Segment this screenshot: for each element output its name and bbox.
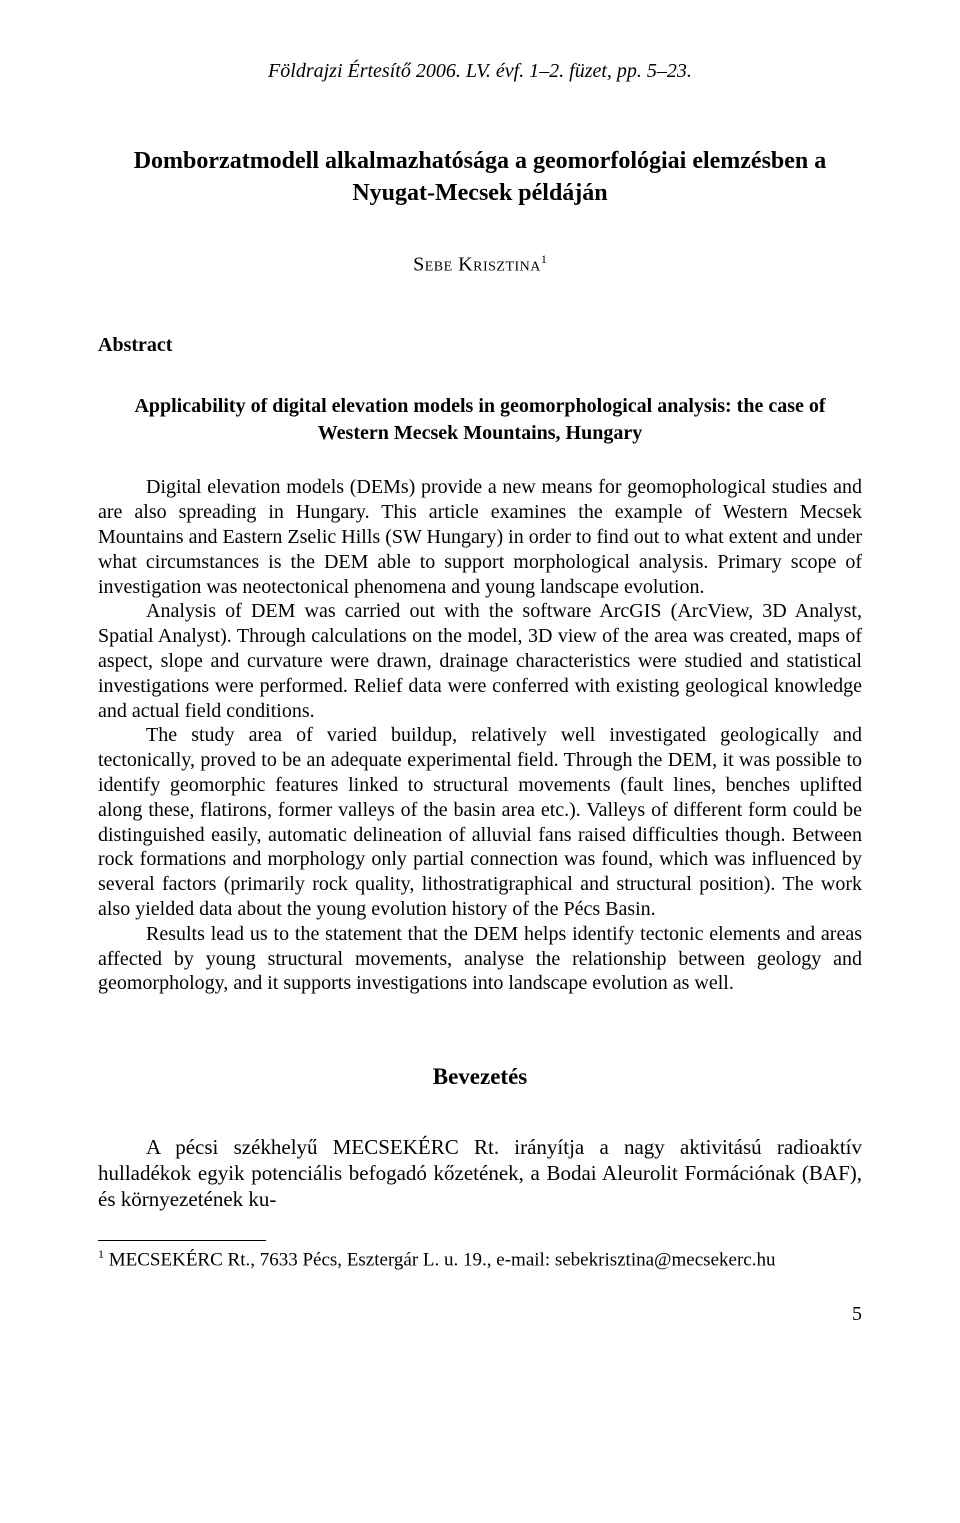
- author-footnote-mark: 1: [541, 252, 547, 266]
- abstract-paragraph: Analysis of DEM was carried out with the…: [98, 599, 862, 723]
- author-name: Sebe Krisztina: [413, 253, 541, 275]
- abstract-body: Digital elevation models (DEMs) provide …: [98, 475, 862, 996]
- abstract-paragraph: Results lead us to the statement that th…: [98, 922, 862, 996]
- journal-header: Földrajzi Értesítő 2006. LV. évf. 1–2. f…: [98, 60, 862, 83]
- footnote: 1 MECSEKÉRC Rt., 7633 Pécs, Esztergár L.…: [98, 1247, 862, 1273]
- footnote-text: MECSEKÉRC Rt., 7633 Pécs, Esztergár L. u…: [104, 1250, 775, 1271]
- author-line: Sebe Krisztina1: [98, 252, 862, 277]
- article-title: Domborzatmodell alkalmazhatósága a geomo…: [98, 145, 862, 210]
- page-number: 5: [98, 1303, 862, 1326]
- abstract-paragraph: Digital elevation models (DEMs) provide …: [98, 475, 862, 599]
- abstract-paragraph: The study area of varied buildup, relati…: [98, 723, 862, 921]
- footnote-rule: [98, 1240, 266, 1241]
- abstract-title: Applicability of digital elevation model…: [98, 393, 862, 447]
- section-heading: Bevezetés: [98, 1064, 862, 1090]
- abstract-label: Abstract: [98, 334, 862, 357]
- body-paragraph: A pécsi székhelyű MECSEKÉRC Rt. irányítj…: [98, 1134, 862, 1212]
- body-text: A pécsi székhelyű MECSEKÉRC Rt. irányítj…: [98, 1134, 862, 1212]
